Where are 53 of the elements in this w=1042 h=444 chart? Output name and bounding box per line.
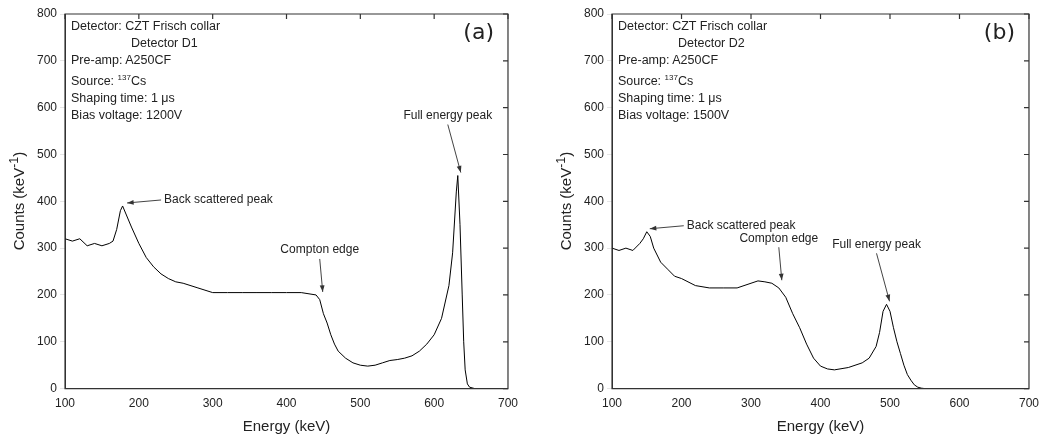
y-tick-label: 600 — [583, 99, 605, 114]
x-tick-label: 700 — [497, 396, 519, 411]
y-tick-label: 100 — [36, 334, 58, 349]
annotation: Source: $^{137}$Cs — [71, 72, 148, 91]
annotation: Back scattered peak — [686, 218, 797, 233]
y-tick-label: 0 — [597, 380, 605, 395]
annotation: Pre-amp: A250CF — [71, 52, 173, 69]
x-tick-label: 400 — [810, 396, 831, 411]
x-tick-label: 400 — [276, 396, 297, 411]
x-tick-label: 100 — [55, 396, 76, 411]
chart-title: (b) — [983, 18, 1015, 44]
annotation: Bias voltage: 1200V — [71, 107, 184, 125]
annotation: Detector: CZT Frisch collar — [618, 18, 768, 35]
y-tick-label: 400 — [36, 193, 58, 208]
annotation: Source: $^{137}$Cs — [618, 72, 695, 91]
annotation: Bias voltage: 1500V — [618, 107, 731, 125]
chart-title: (a) — [463, 18, 494, 44]
x-tick-label: 200 — [128, 396, 150, 411]
y-tick-label: 700 — [36, 53, 58, 68]
x-tick-label: 300 — [202, 396, 224, 411]
y-tick-label: 800 — [583, 6, 605, 21]
annotation: Full energy peak — [832, 236, 922, 251]
y-tick-label: 200 — [36, 287, 58, 302]
annotation: Back scattered peak — [164, 192, 274, 207]
y-tick-label: 300 — [583, 240, 605, 255]
y-tick-label: 500 — [36, 146, 58, 161]
annotation: Shaping time: 1 μs — [71, 90, 176, 108]
x-tick-label: 100 — [602, 396, 623, 411]
x-axis-title: Energy (keV) — [242, 417, 331, 435]
annotation: Shaping time: 1 μs — [618, 90, 723, 108]
y-tick-label: 600 — [36, 99, 58, 114]
y-tick-label: 800 — [36, 6, 58, 21]
y-tick-label: 200 — [583, 287, 605, 302]
x-tick-label: 200 — [671, 396, 692, 411]
annotation: Pre-amp: A250CF — [618, 52, 720, 69]
y-tick-label: 0 — [50, 380, 58, 395]
y-tick-label: 700 — [583, 53, 605, 68]
annotation: Compton edge — [280, 242, 360, 257]
x-tick-label: 500 — [350, 396, 371, 411]
x-tick-label: 700 — [1018, 396, 1040, 411]
y-tick-label: 100 — [583, 334, 605, 349]
annotation: Detector: CZT Frisch collar — [71, 18, 221, 35]
y-tick-label: 500 — [583, 146, 605, 161]
annotation: Detector D1 — [130, 35, 199, 52]
x-axis-title: Energy (keV) — [776, 417, 865, 435]
x-tick-label: 300 — [741, 396, 762, 411]
x-tick-label: 600 — [949, 396, 970, 411]
x-tick-label: 600 — [424, 396, 445, 411]
x-tick-label: 500 — [879, 396, 901, 411]
y-tick-label: 400 — [583, 193, 605, 208]
annotation: Detector D2 — [677, 35, 746, 52]
annotation: Full energy peak — [403, 107, 494, 122]
y-tick-label: 300 — [36, 240, 58, 255]
